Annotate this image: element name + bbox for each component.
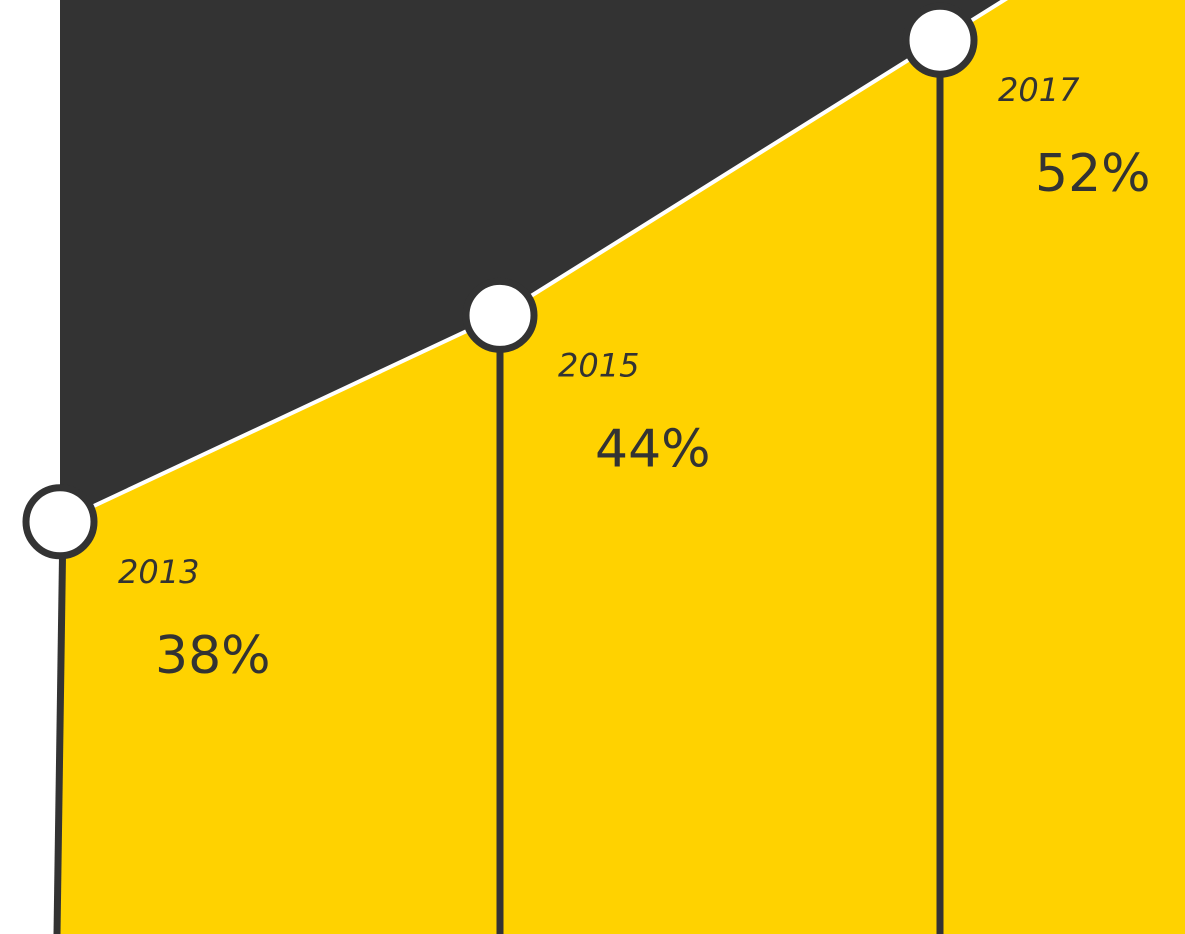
year-label: 2015 bbox=[558, 346, 639, 384]
year-label: 2013 bbox=[118, 553, 199, 591]
year-label: 2017 bbox=[998, 71, 1080, 109]
area-line bbox=[59, 0, 1009, 524]
value-label: 52% bbox=[1035, 144, 1151, 204]
area bbox=[60, 0, 1185, 934]
point bbox=[902, 2, 978, 78]
drop-line bbox=[53, 521, 67, 934]
point bbox=[462, 277, 538, 353]
value-label: 38% bbox=[155, 626, 271, 686]
point bbox=[22, 484, 98, 560]
background-area bbox=[60, 0, 1185, 522]
value-label: 44% bbox=[595, 419, 711, 479]
